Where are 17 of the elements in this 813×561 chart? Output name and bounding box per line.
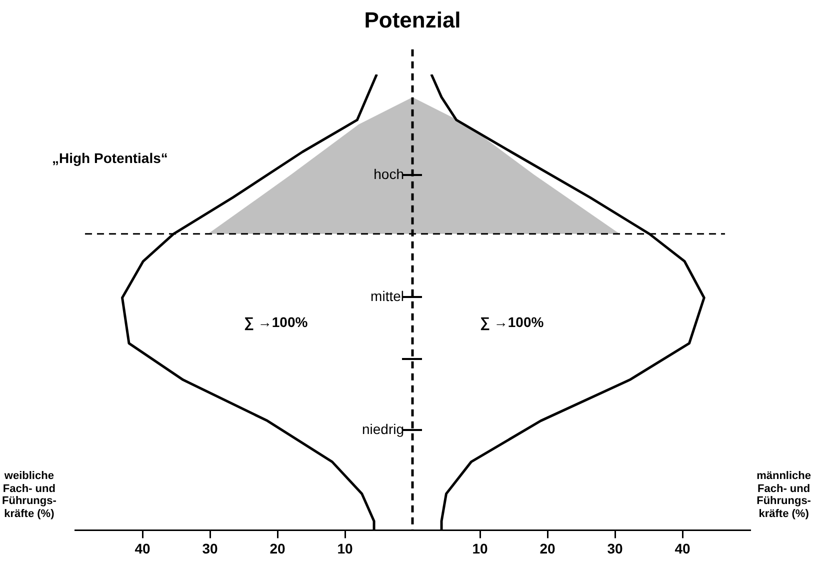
annotation: ∑ →100%: [244, 314, 308, 330]
annotation: ∑ →100%: [480, 314, 544, 330]
annotation: „High Potentials“: [52, 150, 168, 166]
x-tick-label: 20: [540, 540, 556, 556]
annotation: mittel: [370, 288, 404, 304]
annotation: niedrig: [362, 421, 404, 438]
x-tick-label: 10: [337, 540, 353, 556]
annotation: hoch: [374, 166, 404, 182]
x-tick-label: 30: [202, 540, 218, 556]
x-tick-label: 20: [270, 540, 286, 556]
x-tick-label: 10: [472, 540, 488, 556]
text: weibliche Fach- und Führungs- kräfte (%): [2, 470, 56, 521]
text: männliche Fach- und Führungs- kräfte (%): [756, 470, 811, 521]
chart-title: Potenzial: [364, 7, 461, 32]
x-tick-label: 30: [607, 540, 623, 556]
x-tick-label: 40: [134, 540, 150, 556]
x-tick-label: 40: [674, 540, 690, 556]
